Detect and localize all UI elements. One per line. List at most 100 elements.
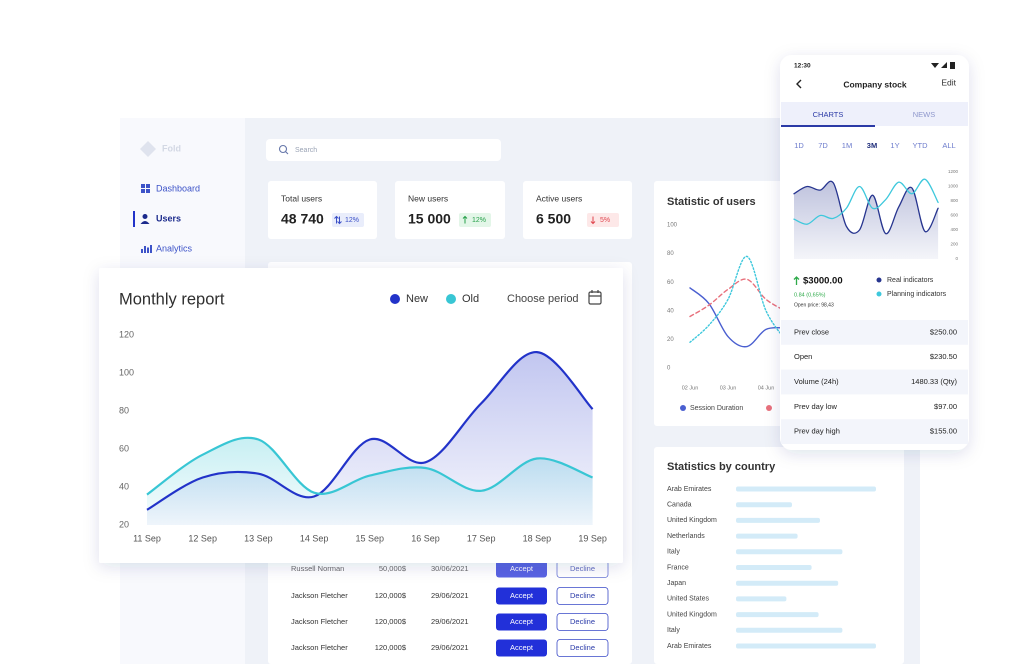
x-tick-label: 12 Sep (188, 533, 217, 543)
accept-button[interactable] (496, 639, 547, 657)
users-card (654, 181, 814, 426)
chart: 0 200 400 600 800 1000 1200 Real indicators Plan… (793, 169, 958, 298)
name-cell: Jackson Fletcher (291, 643, 348, 652)
x-tick-label: 17 Sep (467, 533, 496, 543)
period-option[interactable]: 1Y (890, 141, 899, 150)
date-cell: 29/06/2021 (431, 643, 469, 652)
y-tick-label: 20 (119, 519, 129, 529)
accept-button[interactable] (496, 613, 547, 631)
nav-item: Users (156, 213, 181, 223)
decline-label: Decline (570, 564, 595, 573)
bar (736, 612, 819, 618)
accept-label: Accept (510, 617, 534, 626)
sidebar: Fold Dashboard Users Analytics (133, 141, 200, 253)
amount-cell: 120,000$ (375, 643, 407, 652)
bar (736, 517, 820, 523)
nav-icon (140, 221, 150, 224)
date-cell: 29/06/2021 (431, 591, 469, 600)
stat-change: 12% (472, 217, 486, 224)
period-option[interactable]: 1M (842, 141, 852, 150)
row-bg (781, 320, 968, 345)
row-label: Prev close (794, 327, 829, 336)
legend-dot (766, 405, 772, 411)
amount-cell: 120,000$ (375, 617, 407, 626)
series-line (689, 278, 786, 318)
chart-title: Statistic of users (667, 196, 756, 208)
y-tick-label: 400 (950, 227, 958, 232)
y-tick-label: 0 (667, 366, 671, 372)
table-row: Jackson Fletcher 120,000$ 29/06/2021 Accept… (291, 587, 609, 605)
date-cell: 29/06/2021 (431, 617, 469, 626)
logo-icon (140, 141, 156, 157)
country-card (654, 447, 904, 664)
series-line (689, 287, 786, 348)
category-label: United Kingdom (667, 517, 717, 524)
nav-active-bar (133, 211, 135, 227)
decline-label: Decline (570, 643, 595, 652)
accept-button[interactable] (496, 560, 547, 578)
table-row: Russell Norman 50,000$ 30/06/2021 Accept Dec… (291, 560, 609, 578)
search-box[interactable] (266, 139, 501, 161)
calendar-icon[interactable] (588, 291, 602, 305)
y-tick-label: 100 (667, 223, 678, 229)
edit-button[interactable]: Edit (941, 77, 956, 87)
row-value: $155.00 (930, 427, 957, 436)
y-tick-label: 80 (119, 405, 129, 415)
nav-icon (147, 247, 149, 253)
nav-icon (142, 214, 148, 219)
table-row: Jackson Fletcher 120,000$ 29/06/2021 Accept… (291, 613, 609, 631)
search-bar: Search (266, 139, 501, 161)
period-option[interactable]: ALL (942, 141, 955, 150)
back-button[interactable] (796, 79, 802, 89)
period-option[interactable]: 7D (818, 141, 828, 150)
price-change: 0.84 (0,65%) (794, 292, 826, 298)
amount-cell: 50,000$ (379, 564, 407, 573)
decline-button[interactable] (556, 587, 609, 605)
period-option[interactable]: 1D (794, 141, 804, 150)
y-tick-label: 40 (119, 481, 129, 491)
legend-dot (876, 291, 882, 297)
status-time: 12:30 (794, 63, 811, 70)
nav-icon (141, 184, 145, 188)
nav-icon (150, 245, 152, 253)
category-label: Japan (667, 580, 686, 587)
price-up-icon (793, 276, 800, 285)
chart-title: Statistics by country (667, 461, 776, 473)
stat-label: Total users (281, 193, 322, 203)
chart: Statistics by country Arab Emirates Canada… (667, 461, 876, 650)
tab[interactable]: CHARTS (813, 110, 844, 119)
x-tick-label: 16 Sep (411, 533, 440, 543)
row-value: $230.50 (930, 352, 957, 361)
bar (736, 627, 843, 633)
stat-change: 12% (345, 217, 359, 224)
series-line (146, 350, 594, 511)
chart-title: Monthly report (119, 290, 225, 308)
decline-button[interactable] (556, 639, 609, 657)
stock-phone: 12:30 Company stock Edit CHARTS NEWS 1D 7D 1M 3M… (780, 55, 969, 450)
period-option[interactable]: YTD (913, 141, 929, 150)
stat-label: Active users (536, 193, 582, 203)
decline-button[interactable] (556, 613, 609, 631)
accept-label: Accept (510, 564, 534, 573)
accept-button[interactable] (496, 587, 547, 605)
legend-label: Old (462, 293, 479, 305)
category-label: Arab Emirates (667, 486, 712, 493)
category-label: France (667, 564, 689, 571)
stat-value: 48 740 (281, 211, 324, 227)
date-cell: 30/06/2021 (431, 564, 469, 573)
decline-label: Decline (570, 617, 595, 626)
row-label: Open (794, 352, 812, 361)
x-tick-label: 13 Sep (244, 533, 273, 543)
y-tick-label: 0 (955, 256, 958, 261)
nav-item: Dashboard (156, 183, 200, 193)
bar (736, 565, 812, 570)
category-label: Italy (667, 627, 680, 634)
row-label: Prev day high (794, 427, 840, 436)
x-tick-label: 19 Sep (578, 533, 607, 543)
logo-text: Fold (162, 143, 181, 153)
series-line (146, 436, 594, 496)
nav-icon (146, 189, 150, 193)
period-option[interactable]: 3M (867, 141, 877, 150)
tab[interactable]: NEWS (913, 110, 936, 119)
